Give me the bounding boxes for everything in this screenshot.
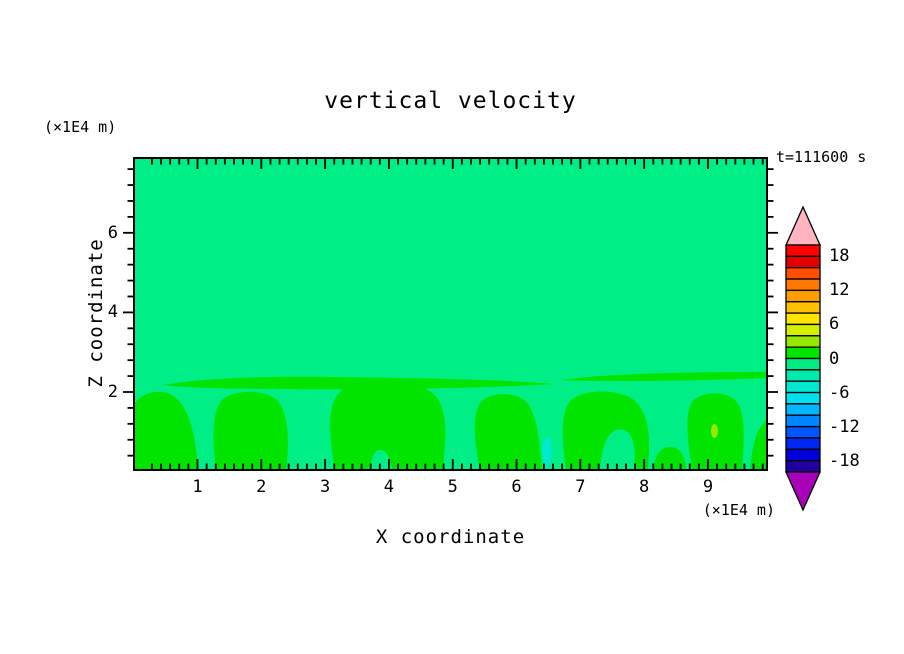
updraft-cell-8-edge <box>750 420 767 470</box>
colorbar-segment <box>785 335 821 348</box>
plot-title: vertical velocity <box>324 88 577 114</box>
colorbar-tick-label: 0 <box>829 348 840 369</box>
colorbar-tick-label: 6 <box>829 314 840 335</box>
colorbar-segment <box>785 244 821 258</box>
x-tick-label: 4 <box>383 477 395 497</box>
colorbar-over-arrow <box>784 205 822 246</box>
colorbar-segment <box>785 380 821 394</box>
time-stamp: t=111600 s <box>776 148 867 166</box>
colorbar-segment <box>785 289 821 303</box>
colorbar-tick-label: 12 <box>829 280 850 301</box>
colorbar-segment <box>785 255 821 269</box>
colorbar-segment <box>785 323 821 337</box>
colorbar-segment <box>785 448 821 462</box>
updraft-cell-2 <box>213 391 288 470</box>
colorbar-tick-label: -12 <box>829 416 860 437</box>
x-tick-label: 1 <box>192 477 203 497</box>
updraft-cell-3 <box>330 382 446 470</box>
y-tick-label: 4 <box>107 302 118 323</box>
colorbar-segment <box>785 267 821 280</box>
plot-frame <box>133 157 768 471</box>
y-axis-unit: (×1E4 m) <box>44 118 117 136</box>
colorbar-under-arrow <box>784 471 822 512</box>
colorbar-segment <box>785 425 821 439</box>
updraft-cell-1 <box>134 391 198 470</box>
colorbar-segment <box>785 312 821 326</box>
x-tick-label: 6 <box>511 477 522 497</box>
colorbar-segment <box>785 278 821 292</box>
x-tick-label: 2 <box>256 477 267 497</box>
colorbar-segment <box>785 403 821 416</box>
colorbar-tick-label: -6 <box>829 382 850 403</box>
x-tick-label: 8 <box>639 477 650 497</box>
colorbar-segment <box>785 414 821 428</box>
y-tick-label: 2 <box>107 382 118 402</box>
updraft-streak-west <box>163 376 554 390</box>
x-axis-unit: (×1E4 m) <box>702 501 775 519</box>
x-tick-label: 9 <box>702 477 714 497</box>
colorbar-segment <box>785 369 821 382</box>
colorbar-segment <box>785 357 821 371</box>
colorbar-segment <box>785 346 821 360</box>
updraft-cell-4 <box>474 394 542 470</box>
x-tick-label: 7 <box>575 477 586 497</box>
colorbar-segment <box>785 437 821 450</box>
contour-regions <box>134 372 767 470</box>
strong-updraft-spot <box>711 424 718 438</box>
y-tick-label: 6 <box>107 222 118 243</box>
updraft-streak-east <box>561 372 767 382</box>
colorbar-segment <box>785 301 821 314</box>
x-tick-label: 3 <box>319 477 331 497</box>
colorbar-tick-label: 18 <box>829 246 850 267</box>
x-tick-label: 5 <box>447 477 458 497</box>
colorbar-segment <box>785 391 821 405</box>
colorbar-segment <box>785 459 821 473</box>
x-axis-label: X coordinate <box>375 526 526 548</box>
axis-ticks <box>123 159 778 469</box>
downdraft-sliver <box>542 437 552 467</box>
colorbar-tick-label: -18 <box>829 450 860 471</box>
updraft-cell-5-arch <box>562 391 650 470</box>
colorbar <box>784 205 822 512</box>
